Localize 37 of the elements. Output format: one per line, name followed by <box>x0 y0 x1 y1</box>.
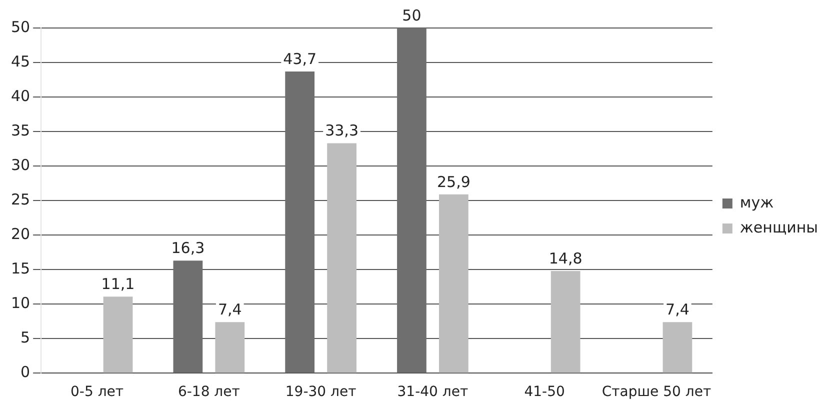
data-label: 11,1 <box>101 274 135 293</box>
x-tick-label: 31-40 лет <box>397 384 468 400</box>
y-tick-label: 10 <box>10 294 30 312</box>
y-tick-label: 20 <box>10 225 30 244</box>
legend-label: женщины <box>740 218 818 236</box>
bar <box>173 260 203 373</box>
data-label: 7,4 <box>666 300 690 318</box>
y-tick-label: 5 <box>20 328 30 347</box>
x-tick-label: 41-50 <box>524 384 565 400</box>
y-tick-label: 15 <box>10 260 30 278</box>
data-label: 25,9 <box>436 172 470 191</box>
bar <box>662 322 692 373</box>
bar <box>103 296 133 373</box>
y-tick-label: 45 <box>10 52 30 70</box>
data-label: 7,4 <box>218 300 242 318</box>
y-tick-label: 30 <box>10 156 30 174</box>
y-tick-label: 35 <box>10 121 30 140</box>
data-label: 16,3 <box>171 239 205 258</box>
x-tick-label: 19-30 лет <box>285 384 356 400</box>
bar <box>438 194 468 373</box>
x-tick-label: 0-5 лет <box>70 384 124 400</box>
bar <box>397 28 426 373</box>
data-label: 50 <box>402 6 422 24</box>
y-tick-label: 50 <box>10 18 30 36</box>
y-tick-label: 40 <box>10 86 30 105</box>
data-label: 33,3 <box>325 122 358 140</box>
bar <box>285 71 315 373</box>
bar <box>215 322 245 373</box>
bar <box>327 143 356 373</box>
y-tick-label: 25 <box>10 190 30 208</box>
bar <box>550 271 580 373</box>
data-label: 43,7 <box>283 50 317 68</box>
x-tick-label: Старше 50 лет <box>602 384 712 400</box>
data-label: 14,8 <box>548 249 582 268</box>
y-tick-label: 0 <box>20 363 30 382</box>
legend-label: муж <box>740 193 774 212</box>
x-tick-label: 6-18 лет <box>178 384 240 400</box>
